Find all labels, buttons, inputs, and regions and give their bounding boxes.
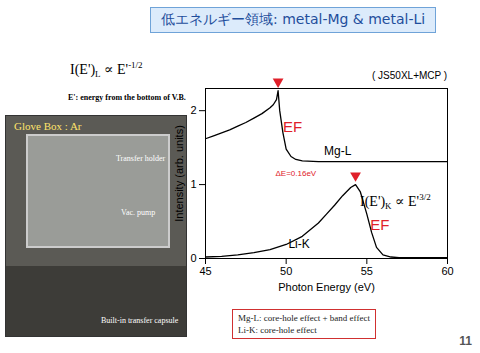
svg-text:50: 50 — [280, 265, 292, 277]
html-text:I(E')L∝ E'-1/2: I(E')L∝ E'-1/2 — [70, 60, 143, 80]
svg-text:EF: EF — [370, 216, 389, 233]
svg-text:2: 2 — [190, 104, 196, 116]
html-text:Vac. pump: Vac. pump — [121, 208, 156, 217]
svg-text:Photon Energy (eV): Photon Energy (eV) — [278, 281, 375, 293]
svg-text:55: 55 — [361, 265, 373, 277]
svg-text:Intensity (arb. units): Intensity (arb. units) — [173, 125, 185, 222]
svg-text:45: 45 — [199, 265, 211, 277]
html-text:11: 11 — [459, 334, 472, 348]
svg-text:1: 1 — [190, 178, 196, 190]
svg-text:ΔE=0.16eV: ΔE=0.16eV — [275, 169, 316, 178]
svg-text:0: 0 — [190, 252, 196, 264]
html-text:E': energy from the bottom of: E': energy from the bottom of V.B. — [68, 93, 186, 102]
html-text:I(E')K∝ E'3/2: I(E')K∝ E'3/2 — [360, 192, 431, 212]
html-text:( JS50XL+MCP ): ( JS50XL+MCP ) — [372, 70, 448, 81]
svg-text:60: 60 — [441, 265, 453, 277]
svg-text:Li-K: Li-K — [288, 237, 309, 251]
html-text:Li-K: core-hole effect: Li-K: core-hole effect — [238, 325, 317, 335]
html-text:Transfer holder: Transfer holder — [116, 154, 166, 163]
html-text:Built-in transfer capsule: Built-in transfer capsule — [101, 316, 179, 325]
svg-text:EF: EF — [283, 118, 302, 135]
svg-text:Mg-L: Mg-L — [324, 144, 352, 158]
html-text:Mg-L: core-hole effect + band: Mg-L: core-hole effect + band effect — [238, 313, 370, 323]
html-text:Glove Box : Ar: Glove Box : Ar — [14, 120, 82, 132]
html-text:低エネルギー領域: metal-Mg & metal-Li: 低エネルギー領域: metal-Mg & metal-Li — [161, 11, 426, 27]
